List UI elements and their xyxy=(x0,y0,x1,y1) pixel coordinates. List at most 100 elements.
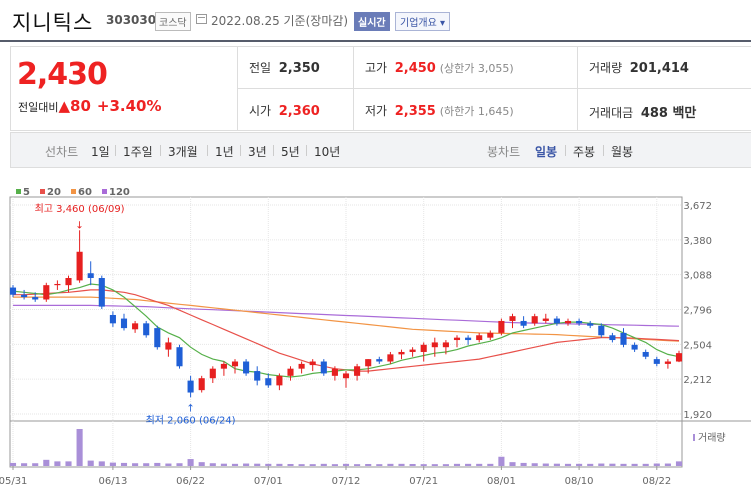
period-1w[interactable]: 1주일 xyxy=(123,145,153,159)
candle-body xyxy=(32,297,39,300)
y-tick-label: 2,212 xyxy=(683,375,712,386)
open-label: 시가 xyxy=(249,104,272,118)
volume-legend-label: 거래량 xyxy=(698,432,726,444)
period-3y[interactable]: 3년 xyxy=(248,145,267,159)
volume-bar xyxy=(420,464,427,466)
volume-bar xyxy=(243,463,250,466)
low-price: 저가 2,355 (하한가 1,645) xyxy=(365,102,514,119)
realtime-button[interactable]: 실시간 xyxy=(354,12,390,31)
volume-bar xyxy=(220,463,227,466)
volume-bar xyxy=(642,463,649,466)
volume-bar xyxy=(542,463,549,466)
candle-body xyxy=(276,375,283,386)
candle-body xyxy=(198,378,205,391)
volume-bar xyxy=(487,463,494,466)
prev-close-value: 2,350 xyxy=(278,61,320,76)
high-price: 고가 2,450 (상한가 3,055) xyxy=(365,59,514,76)
candle-body xyxy=(564,320,572,324)
legend-swatch-ma20 xyxy=(40,189,45,194)
candle-body xyxy=(620,332,627,345)
candle-body xyxy=(354,366,361,376)
candle-body xyxy=(498,320,505,333)
candle-body xyxy=(509,316,516,321)
volume-bar xyxy=(398,463,405,466)
volume: 거래량 201,414 xyxy=(589,59,689,76)
volume-bar xyxy=(309,464,316,466)
candle-body xyxy=(609,335,616,341)
volume-bar xyxy=(276,463,283,466)
period-5y[interactable]: 5년 xyxy=(281,145,300,159)
candle-body xyxy=(553,318,560,324)
candle-monthly[interactable]: 월봉 xyxy=(611,145,634,159)
candle-body xyxy=(453,337,461,341)
volume-bar xyxy=(143,463,150,466)
stock-name: 지니틱스 xyxy=(12,11,94,35)
period-1d[interactable]: 1일 xyxy=(91,145,110,159)
volume-bar xyxy=(653,463,660,466)
volume-bar xyxy=(609,463,616,466)
period-10y[interactable]: 10년 xyxy=(314,145,341,159)
amount-label: 거래대금 xyxy=(589,106,634,120)
candle-body xyxy=(387,354,394,362)
volume-bar xyxy=(120,462,128,466)
x-tick-label: 08/10 xyxy=(565,476,594,487)
open-value: 2,360 xyxy=(278,104,320,119)
volume-bar xyxy=(442,464,449,466)
low-value: 2,355 xyxy=(394,104,436,119)
volume-label: 거래량 xyxy=(589,61,623,75)
volume-bar xyxy=(98,461,105,466)
trade-amount: 거래대금 488 백만 xyxy=(589,102,696,121)
period-bar: 선차트 1일 1주일 3개월 1년 3년 5년 10년 봉차트 일봉 주봉 월봉 xyxy=(10,132,751,168)
candle-body xyxy=(342,373,350,379)
volume-bar xyxy=(87,460,94,466)
volume-bar xyxy=(54,461,61,466)
volume-bar xyxy=(553,463,560,466)
candle-body xyxy=(309,361,316,366)
candle-body xyxy=(476,335,483,341)
volume-bar xyxy=(675,461,683,466)
volume-bar xyxy=(132,463,139,466)
volume-bar xyxy=(409,463,416,466)
legend-label-ma120: 120 xyxy=(109,187,130,198)
volume-bar xyxy=(354,464,361,466)
prev-close-label: 전일 xyxy=(249,61,272,75)
market-badge: 코스닥 xyxy=(155,12,191,31)
volume-bar xyxy=(576,463,583,466)
legend-swatch-ma60 xyxy=(71,189,76,194)
moving-average-ma20 xyxy=(13,289,680,372)
candle-body xyxy=(265,378,272,386)
y-tick-label: 3,380 xyxy=(683,236,712,247)
volume-bar xyxy=(254,463,261,466)
change-value: 80 xyxy=(70,97,91,115)
volume-bar xyxy=(453,463,461,466)
x-tick-label: 07/01 xyxy=(254,476,283,487)
low-label: 저가 xyxy=(365,104,388,118)
volume-bar xyxy=(32,463,39,466)
price-summary: 2,430 전일대비▲80 +3.40% 전일 2,350 고가 2,450 (상… xyxy=(10,46,751,131)
current-price: 2,430 xyxy=(17,57,108,92)
candle-daily[interactable]: 일봉 xyxy=(535,145,558,159)
period-1y[interactable]: 1년 xyxy=(215,145,234,159)
candle-body xyxy=(465,337,472,341)
candle-body xyxy=(254,371,261,381)
company-info-dropdown[interactable]: 기업개요 ▾ xyxy=(395,12,450,31)
period-3m[interactable]: 3개월 xyxy=(168,145,198,159)
change-label: 전일대비 xyxy=(18,101,59,114)
volume-bar xyxy=(564,463,572,466)
candle-body xyxy=(209,368,216,379)
volume-bar xyxy=(520,462,527,466)
volume-bar xyxy=(109,462,116,466)
candlestick-chart[interactable]: 5 20 60 120 3,672 3,380 3,088 2,796 2,504 2,212 1,… xyxy=(0,172,751,493)
legend-swatch-ma5 xyxy=(16,189,21,194)
candle-body xyxy=(409,349,416,352)
y-tick-label: 2,504 xyxy=(683,340,712,351)
volume-bar xyxy=(298,464,305,466)
candle-body xyxy=(132,323,139,330)
volume-bar xyxy=(509,462,516,466)
legend-label-ma20: 20 xyxy=(47,187,61,198)
upper-limit: (상한가 3,055) xyxy=(439,62,514,75)
candle-weekly[interactable]: 주봉 xyxy=(573,145,596,159)
volume-bar xyxy=(209,463,216,466)
candle-body xyxy=(98,278,105,307)
volume-bar xyxy=(21,463,28,466)
